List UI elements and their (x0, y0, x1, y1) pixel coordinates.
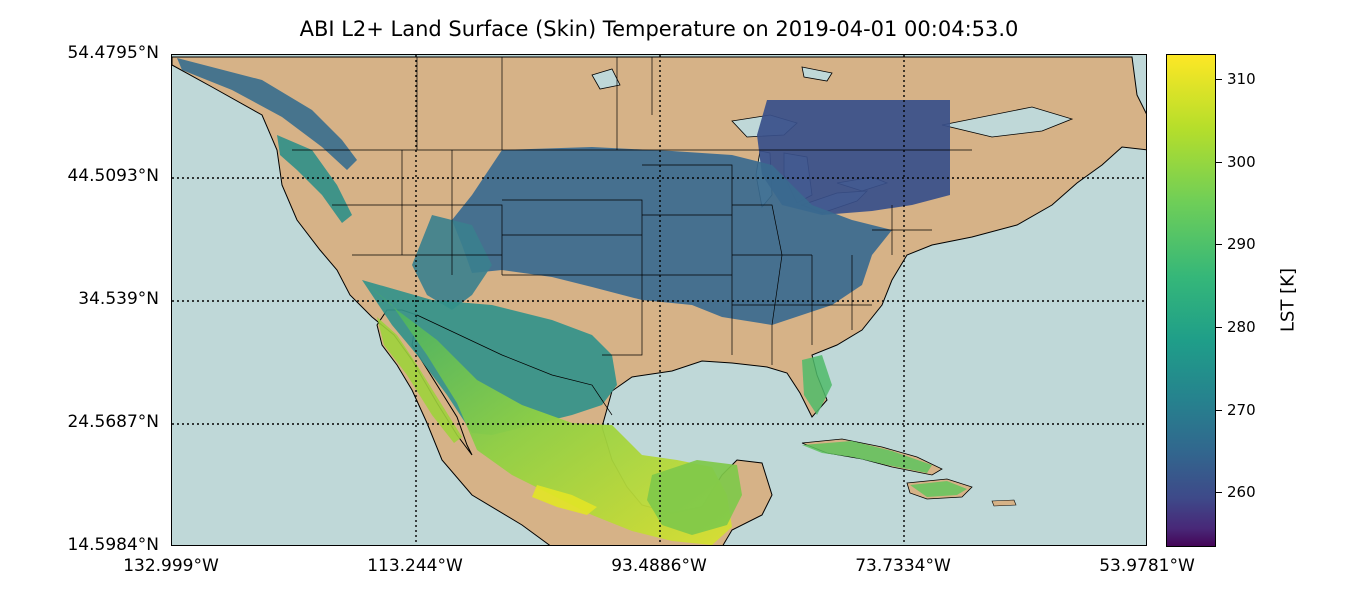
graticule (172, 55, 1146, 545)
colorbar-label-290: 290 (1227, 235, 1256, 253)
colorbar-tick (1216, 162, 1222, 163)
colorbar-label-300: 300 (1227, 153, 1256, 171)
colorbar-label-260: 260 (1227, 483, 1256, 501)
colorbar-label-280: 280 (1227, 318, 1256, 336)
island-puerto-rico (991, 499, 1017, 507)
colorbar-label-270: 270 (1227, 401, 1256, 419)
political-borders (292, 57, 972, 416)
colorbar-tick (1216, 492, 1222, 493)
lon-label-2: 113.244°W (367, 556, 463, 576)
lon-label-4: 73.7334°W (855, 556, 951, 576)
lat-label-4: 24.5687°N (67, 412, 159, 432)
lon-label-1: 132.999°W (123, 556, 219, 576)
colorbar-title: LST [K] (1277, 267, 1299, 333)
colorbar-label-310: 310 (1227, 70, 1256, 88)
lon-label-5: 53.9781°W (1099, 556, 1195, 576)
colorbar-tick (1216, 327, 1222, 328)
lat-label-3: 34.539°N (78, 289, 159, 309)
lat-label-1: 54.4795°N (67, 43, 159, 63)
colorbar-tick (1216, 79, 1222, 80)
map-plot-area (171, 54, 1147, 546)
colorbar (1166, 54, 1216, 547)
lat-label-5: 14.5984°N (67, 535, 159, 555)
lon-label-3: 93.4886°W (611, 556, 707, 576)
map-canvas (172, 55, 1146, 545)
colorbar-tick (1216, 244, 1222, 245)
colorbar-tick (1216, 410, 1222, 411)
map-title: ABI L2+ Land Surface (Skin) Temperature … (299, 17, 1019, 41)
colorbar-gradient (1167, 55, 1215, 546)
lat-label-2: 44.5093°N (67, 166, 159, 186)
